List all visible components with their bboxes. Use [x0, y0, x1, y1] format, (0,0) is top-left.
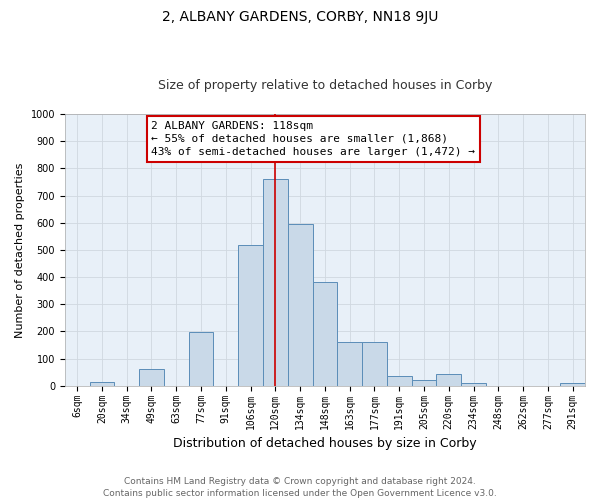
- Text: 2, ALBANY GARDENS, CORBY, NN18 9JU: 2, ALBANY GARDENS, CORBY, NN18 9JU: [162, 10, 438, 24]
- Bar: [387, 376, 412, 386]
- Text: 2 ALBANY GARDENS: 118sqm
← 55% of detached houses are smaller (1,868)
43% of sem: 2 ALBANY GARDENS: 118sqm ← 55% of detach…: [151, 121, 475, 157]
- Text: Contains HM Land Registry data © Crown copyright and database right 2024.
Contai: Contains HM Land Registry data © Crown c…: [103, 476, 497, 498]
- Y-axis label: Number of detached properties: Number of detached properties: [15, 162, 25, 338]
- Bar: [412, 380, 436, 386]
- Title: Size of property relative to detached houses in Corby: Size of property relative to detached ho…: [158, 79, 492, 92]
- Bar: [436, 374, 461, 386]
- Bar: [313, 282, 337, 386]
- Bar: [139, 370, 164, 386]
- Bar: [288, 224, 313, 386]
- Bar: [238, 244, 263, 386]
- Bar: [461, 383, 486, 386]
- Bar: [337, 342, 362, 386]
- Bar: [188, 332, 214, 386]
- Bar: [263, 180, 288, 386]
- Bar: [560, 383, 585, 386]
- X-axis label: Distribution of detached houses by size in Corby: Distribution of detached houses by size …: [173, 437, 477, 450]
- Bar: [362, 342, 387, 386]
- Bar: [89, 382, 115, 386]
